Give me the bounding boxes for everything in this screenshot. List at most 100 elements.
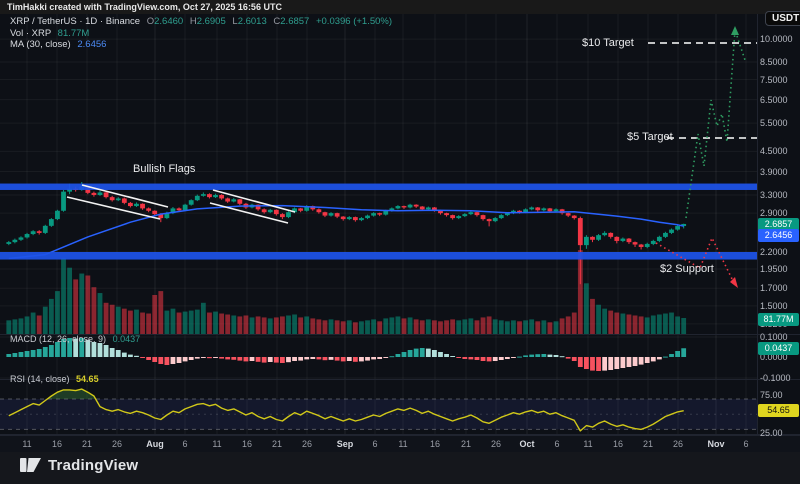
volume-bar (553, 321, 559, 334)
candle (492, 218, 498, 222)
macd-bar (425, 348, 431, 357)
candle (42, 225, 48, 233)
price-tick-label: 7.5000 (760, 74, 788, 85)
macd-bar (200, 357, 206, 358)
volume-bar (219, 313, 224, 334)
candle (97, 192, 103, 195)
target-10-annotation[interactable]: $10 Target (582, 37, 634, 49)
bullish-flags-annotation[interactable]: Bullish Flags (133, 163, 196, 175)
macd-bar (638, 357, 644, 365)
time-axis[interactable] (0, 435, 800, 453)
volume-bar (249, 317, 255, 334)
ma-legend-row[interactable]: MA (30, close) 2.6456 (10, 39, 392, 50)
candle (498, 215, 504, 219)
macd-bar (12, 353, 18, 357)
volume-bar (207, 312, 212, 334)
flag-trendline[interactable] (81, 184, 169, 208)
candle (571, 215, 577, 219)
candle (292, 208, 297, 213)
volume-bar (292, 314, 297, 334)
candle (626, 238, 632, 243)
candle (644, 243, 650, 247)
volume-bar (535, 321, 541, 334)
candle (462, 214, 468, 217)
symbol-title: XRP / TetherUS · 1D · Binance (10, 16, 141, 27)
tradingview-logo[interactable]: TradingView (20, 457, 138, 474)
bull-flag-channel-lines[interactable] (66, 184, 296, 224)
volume-bar (638, 316, 644, 334)
candle (577, 218, 583, 246)
symbol-legend-row[interactable]: XRP / TetherUS · 1D · Binance O2.6460 H2… (10, 16, 392, 27)
macd-bar (511, 357, 516, 358)
volume-bar (590, 298, 595, 334)
macd-bar (681, 348, 687, 357)
candle (255, 204, 261, 210)
macd-bar (450, 356, 456, 357)
volume-bar (85, 275, 91, 334)
macd-bar (73, 338, 79, 357)
volume-bar (67, 267, 72, 334)
macd-bar (377, 357, 383, 359)
support-2-annotation[interactable]: $2 Support (660, 263, 714, 275)
macd-bar (243, 357, 249, 362)
macd-bar (498, 357, 504, 360)
change-value: +0.0396 (+1.50%) (315, 16, 393, 27)
macd-legend-row[interactable]: MACD (12, 26, close, 9) 0.0437 (10, 334, 140, 344)
volume-bar (371, 319, 376, 334)
volume-legend-row[interactable]: Vol · XRP 81.77M (10, 28, 392, 39)
target-dashed-lines[interactable] (648, 42, 757, 139)
macd-bar (462, 357, 468, 359)
volume-bar (48, 298, 54, 334)
macd-bar (632, 357, 638, 366)
candle (340, 216, 346, 220)
volume-bar (620, 313, 626, 334)
volume-bar (669, 312, 674, 334)
volume-bar (468, 318, 474, 334)
projection-path[interactable] (655, 236, 735, 284)
macd-bar (36, 349, 42, 357)
macd-bar (407, 350, 413, 357)
volume-bar (389, 317, 395, 334)
candle (170, 208, 176, 214)
candle (61, 191, 66, 211)
volume-bar (176, 312, 182, 334)
price-band[interactable] (0, 183, 757, 190)
tradingview-logo-icon (20, 458, 41, 472)
candle (188, 200, 194, 205)
flag-trendline[interactable] (66, 196, 161, 220)
volume-bar (30, 312, 36, 334)
volume-bar (498, 320, 504, 334)
indicator-tick-label: 25.00 (760, 428, 783, 438)
macd-bar (517, 356, 522, 358)
time-tick-label: 16 (429, 439, 440, 449)
macd-bar (85, 340, 91, 357)
ma-value-badge: 2.6456 (758, 228, 799, 242)
macd-bar (231, 357, 237, 360)
candle (389, 208, 395, 211)
volume-bar (24, 316, 30, 334)
price-tick-label: 1.9500 (760, 263, 788, 274)
up-arrow-icon (731, 26, 739, 35)
projection-dotted-lines[interactable] (655, 26, 746, 288)
flag-trendline[interactable] (209, 202, 289, 224)
candle (237, 199, 243, 204)
price-tick-label: 4.5000 (760, 146, 788, 157)
symbol-legend: XRP / TetherUS · 1D · Binance O2.6460 H2… (10, 16, 392, 51)
time-tick-label: 26 (111, 439, 122, 449)
candle (18, 237, 24, 240)
time-tick-label: 6 (372, 439, 378, 449)
target-5-annotation[interactable]: $5 Target (627, 131, 673, 143)
candle (632, 242, 638, 245)
projection-path[interactable] (685, 29, 736, 219)
candle (395, 206, 401, 209)
rsi-legend-row[interactable]: RSI (14, close) 54.65 (10, 374, 99, 384)
ohlc-low-label: L (232, 16, 238, 27)
currency-toggle-button[interactable]: USDT (765, 11, 800, 26)
flag-trendline[interactable] (212, 189, 296, 213)
volume-bar (316, 319, 322, 334)
price-band[interactable] (0, 252, 757, 260)
candle (213, 194, 218, 198)
down-arrow-icon (730, 277, 738, 288)
support-resistance-bands[interactable] (0, 183, 757, 260)
